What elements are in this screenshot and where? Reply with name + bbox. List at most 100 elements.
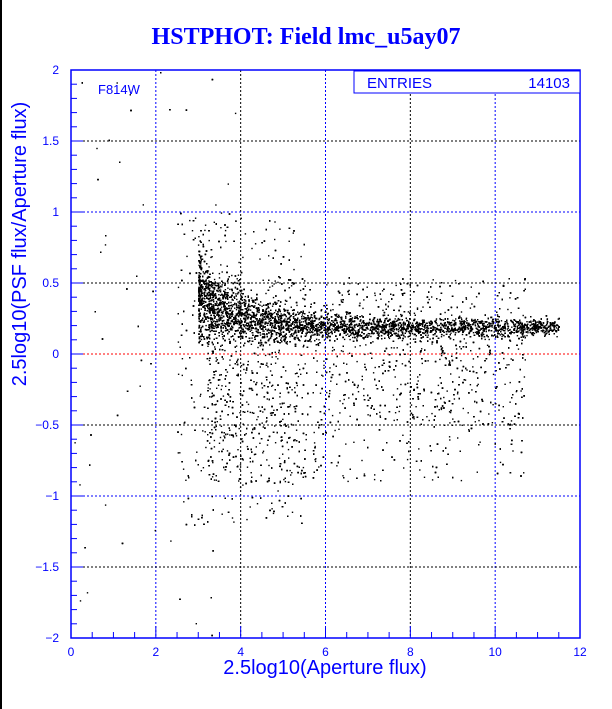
data-point (479, 329, 481, 331)
data-point (367, 332, 369, 335)
data-point (282, 325, 285, 328)
data-point (292, 312, 295, 314)
data-point (455, 348, 458, 350)
data-point (254, 316, 256, 319)
data-point (139, 385, 141, 387)
data-point (504, 328, 507, 330)
data-point (215, 403, 217, 406)
data-point (292, 283, 294, 285)
data-point (460, 326, 462, 329)
data-point (417, 376, 419, 378)
data-point (214, 304, 216, 306)
data-point (440, 336, 443, 338)
data-point (208, 239, 210, 242)
data-point (236, 374, 238, 376)
data-point (244, 295, 247, 298)
data-point (311, 334, 313, 336)
data-point (373, 478, 376, 481)
data-point (240, 305, 242, 307)
data-point (385, 323, 387, 325)
data-point (310, 336, 312, 339)
data-point (212, 310, 215, 313)
data-point (200, 285, 202, 287)
data-point (371, 332, 373, 335)
data-point (259, 322, 261, 324)
data-point (472, 358, 475, 360)
data-point (343, 338, 346, 341)
data-point (290, 423, 293, 425)
data-point (222, 310, 224, 313)
data-point (260, 301, 262, 303)
data-point (377, 327, 380, 329)
data-point (506, 364, 508, 366)
data-point (391, 330, 393, 332)
data-point (219, 436, 222, 439)
data-point (414, 333, 416, 336)
data-point (282, 418, 284, 421)
data-point (490, 325, 492, 327)
data-point (278, 351, 280, 354)
data-point (351, 317, 354, 319)
data-point (535, 331, 538, 334)
data-point (256, 320, 258, 322)
data-point (200, 261, 202, 263)
data-point (392, 394, 395, 396)
data-point (177, 373, 180, 375)
data-point (251, 337, 253, 339)
data-point (375, 299, 377, 302)
data-point (389, 329, 391, 331)
data-point (465, 297, 467, 299)
data-point (465, 326, 467, 329)
data-point (248, 300, 250, 302)
data-point (523, 472, 525, 474)
data-point (205, 282, 208, 284)
data-point (441, 330, 444, 332)
data-point (271, 385, 273, 387)
data-point (353, 329, 355, 332)
data-point (335, 329, 337, 332)
data-point (235, 313, 237, 315)
data-point (285, 324, 287, 326)
data-point (336, 465, 338, 467)
data-point (225, 240, 227, 243)
data-point (294, 439, 296, 441)
data-point (437, 384, 440, 387)
data-point (205, 279, 207, 281)
data-point (198, 330, 201, 333)
data-point (373, 322, 375, 324)
data-point (331, 414, 334, 417)
data-point (246, 518, 248, 521)
data-point (469, 307, 472, 309)
data-point (231, 290, 233, 292)
data-point (294, 321, 296, 324)
data-point (191, 230, 194, 232)
data-point (228, 394, 230, 396)
data-point (532, 323, 534, 326)
data-point (347, 333, 349, 335)
data-point (545, 324, 547, 327)
data-point (371, 330, 373, 332)
data-point (329, 321, 331, 324)
data-point (296, 304, 298, 307)
data-point (461, 424, 463, 426)
data-point (215, 479, 217, 481)
data-point (378, 335, 380, 337)
data-point (202, 467, 205, 469)
data-point (235, 293, 237, 295)
data-point (314, 445, 316, 448)
data-point (461, 328, 463, 330)
data-point (342, 402, 344, 405)
data-point (238, 309, 240, 312)
data-point (280, 321, 283, 323)
data-point (209, 442, 211, 444)
data-point (202, 286, 204, 288)
data-point (424, 327, 426, 329)
data-point (259, 366, 261, 368)
data-point (375, 328, 377, 330)
data-point (278, 327, 280, 329)
data-point (261, 341, 263, 344)
data-point (253, 381, 255, 383)
data-point (460, 317, 462, 319)
data-point (237, 319, 239, 321)
data-point (218, 277, 221, 279)
